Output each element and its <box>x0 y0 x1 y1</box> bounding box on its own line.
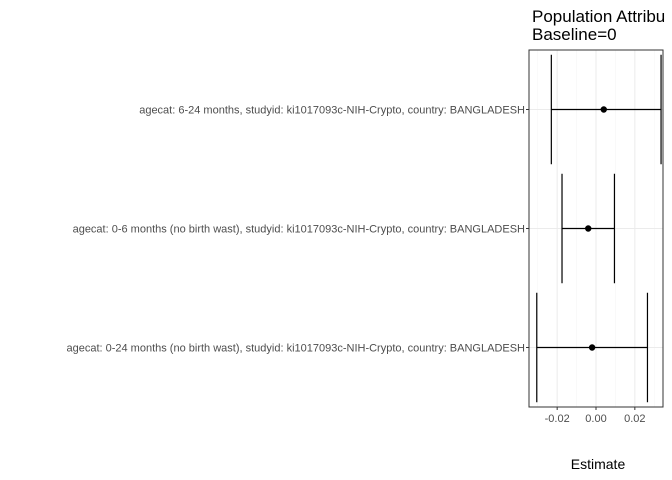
estimate-point <box>600 106 607 113</box>
x-tick-label: 0.00 <box>585 413 606 425</box>
y-axis-labels: agecat: 6-24 months, studyid: ki1017093c… <box>66 105 529 355</box>
y-tick-label: agecat: 0-24 months (no birth wast), stu… <box>66 343 525 355</box>
estimate-point <box>588 344 596 351</box>
x-axis: -0.02 0.00 0.02 <box>545 407 646 425</box>
panel-border <box>528 49 664 408</box>
chart-subtitle: Baseline=0 <box>532 25 617 44</box>
data-marks <box>536 54 662 403</box>
chart-title: Population Attribu <box>532 7 665 26</box>
x-axis-title: Estimate <box>571 456 626 472</box>
y-tick-label: agecat: 6-24 months, studyid: ki1017093c… <box>139 105 525 117</box>
x-tick-label: -0.02 <box>545 413 570 425</box>
y-tick-label: agecat: 0-6 months (no birth wast), stud… <box>73 224 525 236</box>
x-tick-label: 0.02 <box>624 413 645 425</box>
estimate-point <box>585 225 592 232</box>
